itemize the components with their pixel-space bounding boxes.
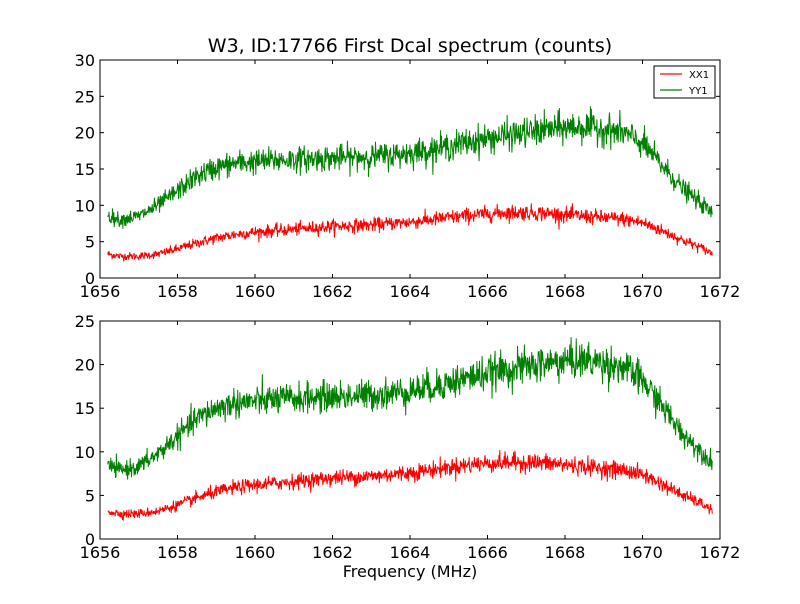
bottom-y-tick-label: 15: [75, 399, 95, 418]
bottom-x-tick-label: 1662: [312, 543, 353, 562]
bottom-x-tick-label: 1670: [622, 543, 663, 562]
top-y-tick-label: 0: [85, 269, 95, 288]
top-x-tick-label: 1668: [545, 282, 586, 301]
bottom-x-tick-label: 1668: [545, 543, 586, 562]
chart-title: W3, ID:17766 First Dcal spectrum (counts…: [208, 35, 612, 57]
bottom-y-tick-label: 5: [85, 486, 95, 505]
top-x-tick-label: 1660: [235, 282, 276, 301]
bottom-y-axis: 0 5 10 15 20 25: [75, 312, 720, 549]
top-y-tick-label: 30: [75, 51, 95, 70]
top-y-tick-label: 20: [75, 124, 95, 143]
bottom-series-red: [107, 449, 713, 521]
bottom-plot-series: [107, 337, 713, 521]
top-y-axis: 0 5 10 15 20 25 30: [75, 51, 720, 288]
bottom-subplot: 1656 1658 1660 1662 1664 1666 1668 1670 1672 051…: [75, 312, 741, 581]
top-subplot: W3, ID:17766 First Dcal spectrum (counts…: [75, 35, 741, 301]
bottom-y-tick-label: 25: [75, 312, 95, 331]
legend-label-yy1: YY1: [688, 86, 708, 97]
bottom-y-tick-label: 20: [75, 356, 95, 375]
bottom-series-green: [107, 337, 713, 480]
top-x-tick-label: 1664: [390, 282, 431, 301]
top-x-tick-label: 1662: [312, 282, 353, 301]
top-x-tick-label: 1666: [467, 282, 508, 301]
bottom-x-tick-label: 1656: [80, 543, 121, 562]
top-x-tick-label: 1656: [80, 282, 121, 301]
top-y-tick-label: 5: [85, 233, 95, 252]
top-plot-series: [107, 106, 713, 262]
top-x-axis: 1656 1658 1660 1662 1664 1666 1668 1670 1672: [80, 60, 741, 301]
top-y-tick-label: 10: [75, 196, 95, 215]
bottom-x-tick-label: 1664: [390, 543, 431, 562]
bottom-y-tick-label: 10: [75, 443, 95, 462]
legend-label-xx1: XX1: [689, 70, 709, 81]
top-y-tick-label: 25: [75, 87, 95, 106]
bottom-y-tick-label: 0: [85, 530, 95, 549]
bottom-x-axis: 1656 1658 1660 1662 1664 1666 1668 1670 1672: [80, 321, 741, 562]
legend-box: [653, 65, 716, 99]
x-axis-label: Frequency (MHz): [343, 562, 477, 581]
bottom-x-tick-label: 1666: [467, 543, 508, 562]
top-x-tick-label: 1658: [157, 282, 198, 301]
top-x-tick-label: 1670: [622, 282, 663, 301]
top-series-xx1: [107, 203, 713, 262]
top-x-tick-label: 1672: [700, 282, 741, 301]
legend: XX1 YY1: [653, 65, 716, 99]
top-y-tick-label: 15: [75, 160, 95, 179]
bottom-x-tick-label: 1660: [235, 543, 276, 562]
top-series-yy1: [107, 106, 713, 229]
bottom-x-tick-label: 1658: [157, 543, 198, 562]
bottom-x-tick-label: 1672: [700, 543, 741, 562]
